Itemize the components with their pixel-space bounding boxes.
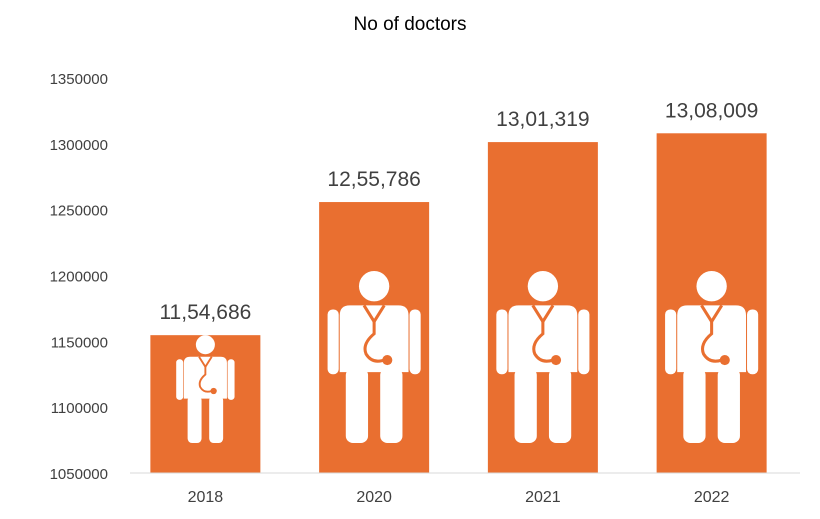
data-label: 11,54,686 — [159, 301, 251, 324]
y-axis: 1050000 1100000 1150000 1200000 1250000 13000… — [50, 71, 108, 483]
bar-2018 — [150, 335, 261, 473]
y-tick-label: 1100000 — [51, 400, 108, 417]
x-tick-label: 2018 — [188, 489, 224, 506]
x-axis: 2018 2020 2021 2022 — [130, 472, 800, 506]
x-tick-label: 2022 — [694, 489, 730, 506]
bars: 11,54,686 12,55,786 13,01,319 13,08,009 — [150, 99, 767, 473]
doctor-stethoscope-icon — [327, 271, 421, 443]
bar-2022 — [656, 133, 767, 473]
doctor-stethoscope-icon — [176, 335, 235, 443]
doctor-stethoscope-icon — [496, 271, 590, 443]
y-tick-label: 1200000 — [50, 269, 108, 286]
y-tick-label: 1350000 — [50, 71, 108, 88]
y-tick-label: 1050000 — [50, 466, 108, 483]
x-tick-label: 2021 — [525, 489, 561, 506]
chart-title: No of doctors — [354, 14, 467, 35]
y-tick-label: 1300000 — [50, 137, 108, 154]
doctor-stethoscope-icon — [665, 271, 759, 443]
data-label: 12,55,786 — [327, 168, 420, 191]
data-label: 13,08,009 — [665, 99, 758, 122]
y-tick-label: 1250000 — [50, 203, 108, 220]
data-label: 13,01,319 — [496, 108, 589, 131]
y-tick-label: 1150000 — [51, 334, 108, 351]
x-tick-label: 2020 — [356, 489, 392, 506]
